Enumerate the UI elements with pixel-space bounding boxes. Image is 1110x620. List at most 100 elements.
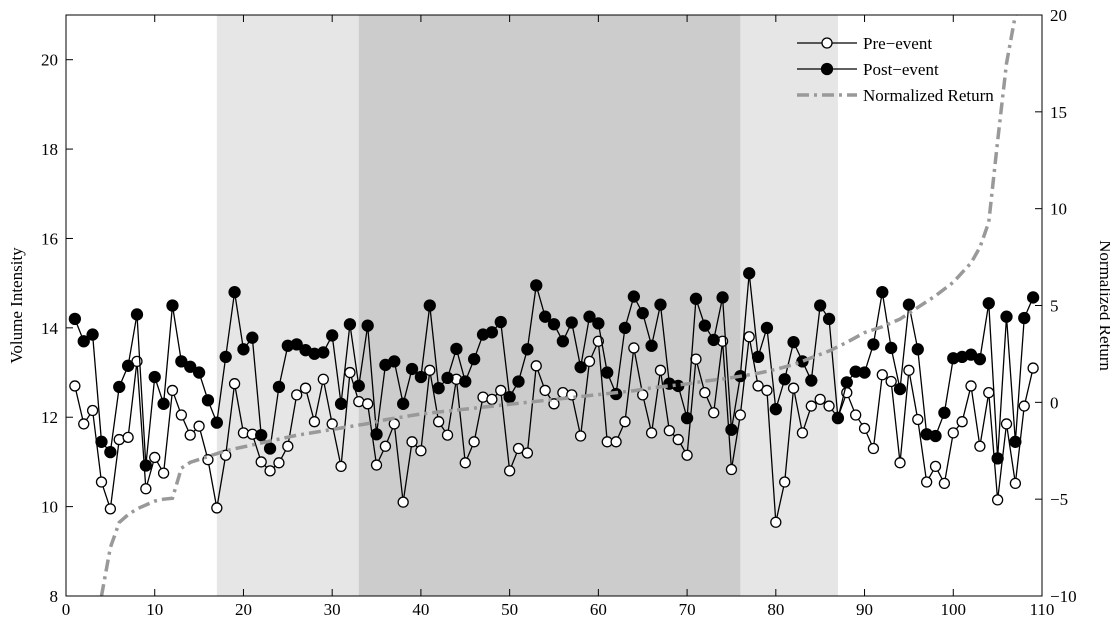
data-point — [459, 375, 472, 388]
y-tick-label: 16 — [41, 229, 58, 248]
data-point — [192, 366, 206, 379]
data-point — [743, 331, 755, 343]
data-point — [690, 353, 702, 365]
data-point — [175, 355, 188, 368]
data-point — [104, 503, 117, 515]
data-point — [317, 373, 329, 385]
data-point — [405, 362, 419, 376]
data-point — [699, 386, 711, 399]
data-point — [343, 318, 357, 331]
data-point — [237, 343, 250, 356]
data-point — [1009, 477, 1022, 490]
data-point — [95, 435, 108, 448]
data-point — [654, 364, 667, 376]
y2-tick-label: 10 — [1050, 200, 1067, 219]
data-point — [796, 427, 809, 439]
data-point — [565, 316, 578, 329]
data-point — [184, 429, 196, 441]
data-point — [681, 449, 693, 461]
data-point — [831, 411, 845, 425]
data-point — [583, 355, 596, 368]
data-point — [645, 427, 658, 439]
data-point — [255, 456, 267, 468]
data-point — [468, 436, 480, 448]
data-point — [787, 335, 800, 349]
x-tick-label: 80 — [767, 600, 784, 619]
data-point — [255, 428, 268, 442]
series-layer — [68, 14, 1040, 597]
data-point — [441, 371, 454, 385]
data-point — [770, 516, 782, 528]
y2-tick-label: 5 — [1050, 297, 1059, 316]
data-point — [441, 429, 454, 441]
data-point — [938, 406, 951, 419]
data-point — [628, 342, 640, 354]
data-point — [69, 380, 81, 392]
data-point — [326, 418, 338, 430]
x-tick-label: 10 — [146, 600, 163, 619]
shaded-region — [358, 15, 741, 596]
data-point — [903, 364, 915, 376]
data-point — [645, 339, 658, 352]
data-point — [938, 477, 951, 490]
data-point — [157, 467, 170, 479]
data-point — [495, 384, 507, 397]
data-point — [761, 384, 773, 397]
data-point — [211, 502, 223, 514]
data-point — [352, 379, 365, 393]
data-point — [912, 413, 924, 426]
y-axis-label: Volume Intensity — [7, 247, 26, 364]
data-point — [734, 409, 746, 421]
legend-label: Pre−event — [863, 34, 932, 53]
data-point — [876, 285, 889, 299]
data-point — [424, 364, 436, 376]
data-point — [618, 321, 632, 334]
data-point — [193, 420, 205, 432]
legend-marker — [820, 62, 834, 76]
x-tick-label: 90 — [856, 600, 873, 619]
data-point — [78, 418, 90, 430]
data-point — [716, 291, 729, 304]
data-point — [166, 384, 179, 397]
data-point — [521, 343, 534, 356]
data-point — [263, 442, 277, 455]
data-point — [344, 366, 356, 379]
data-point — [397, 496, 409, 508]
data-point — [1000, 418, 1013, 430]
data-point — [148, 370, 161, 384]
data-point — [467, 352, 481, 366]
x-tick-label: 30 — [324, 600, 341, 619]
data-point — [450, 342, 463, 356]
data-point — [787, 382, 800, 394]
data-point — [86, 328, 99, 341]
data-point — [539, 384, 551, 397]
data-point — [947, 427, 959, 439]
data-point — [708, 407, 720, 419]
data-point — [556, 335, 570, 348]
data-point — [902, 298, 916, 311]
data-point — [538, 310, 552, 323]
data-point — [272, 380, 286, 393]
y2-tick-label: −5 — [1050, 490, 1068, 509]
data-point — [512, 442, 525, 455]
data-point — [654, 298, 667, 311]
y-tick-label: 14 — [41, 319, 59, 338]
data-point — [175, 409, 187, 421]
data-point — [876, 369, 888, 381]
data-point — [973, 352, 987, 366]
data-point — [929, 429, 942, 443]
data-point — [680, 411, 694, 425]
legend-label: Post−event — [863, 60, 939, 79]
data-point — [459, 457, 471, 469]
data-point — [805, 374, 818, 387]
data-point — [282, 440, 294, 452]
data-point — [929, 460, 942, 473]
series-2 — [99, 14, 1018, 597]
data-point — [130, 308, 144, 321]
data-point — [166, 299, 179, 312]
data-point — [1000, 310, 1013, 323]
data-point — [485, 326, 499, 339]
legend-marker — [821, 37, 833, 49]
data-point — [698, 319, 711, 332]
data-point — [991, 494, 1004, 506]
